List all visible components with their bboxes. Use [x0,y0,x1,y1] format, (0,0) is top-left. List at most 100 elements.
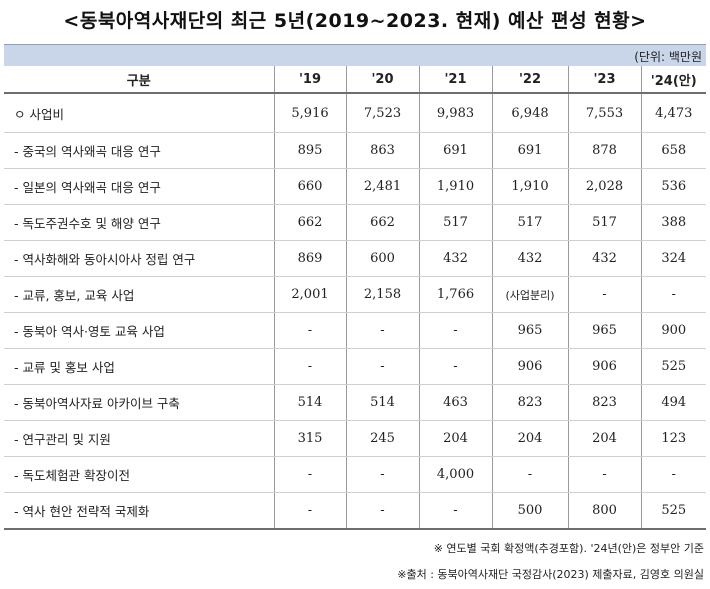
table-row: ㅇ 사업비 5,916 7,523 9,983 6,948 7,553 4,473 [4,93,706,133]
row-value: - [274,348,347,385]
row-value: 965 [492,312,569,349]
row-value: - [419,492,493,530]
row-value: 1,910 [419,168,493,205]
row-value: - [346,456,420,493]
row-value: 245 [346,420,420,457]
header-2021: '21 [419,66,493,94]
row-label: - 역사화해와 동아시아사 정립 연구 [4,240,275,277]
row-value: - [346,312,420,349]
row-value: 324 [641,240,706,277]
row-value: 525 [641,492,706,530]
row-value: - [641,276,706,313]
note-basis: ※ 연도별 국회 확정액(추경포함). '24년(안)은 정부안 기준 [433,542,704,555]
header-2022: '22 [492,66,569,94]
row-label: - 동북아역사자료 아카이브 구축 [4,384,275,421]
row-value: 4,000 [419,456,493,493]
table-row: - 독도체험관 확장이전 - -4,000- - - [4,456,706,493]
row-value: 432 [492,240,569,277]
unit-label: (단위: 백만원 [634,50,702,64]
row-value: 869 [274,240,347,277]
row-value: 494 [641,384,706,421]
row-value: 204 [419,420,493,457]
row-value: 463 [419,384,493,421]
table-row: - 역사화해와 동아시아사 정립 연구 869 600 432 432 432 324 [4,240,706,277]
row-value: 4,473 [641,93,706,133]
row-label: - 교류 및 홍보 사업 [4,348,275,385]
row-value: 800 [568,492,642,530]
row-label: - 교류, 홍보, 교육 사업 [4,276,275,313]
row-value: (사업분리) [492,276,569,313]
table-row: - 동북아 역사·영토 교육 사업 - - -965 965 900 [4,312,706,349]
row-value: 2,158 [346,276,420,313]
row-label: - 역사 현안 전략적 국제화 [4,492,275,530]
row-value: - [568,456,642,493]
row-value: 517 [419,204,493,241]
table-row: - 독도주권수호 및 해양 연구 662 662 517 517 517 388 [4,204,706,241]
row-value: 5,916 [274,93,347,133]
row-value: 517 [492,204,569,241]
row-value: 7,553 [568,93,642,133]
row-value: 600 [346,240,420,277]
row-value: 2,001 [274,276,347,313]
row-value: 204 [568,420,642,457]
row-value: 662 [346,204,420,241]
note-source: ※출처 : 동북아역사재단 국정감사(2023) 제출자료, 김영호 의원실 [397,568,704,581]
row-value: 691 [419,132,493,169]
row-value: - [492,456,569,493]
table-row: - 교류, 홍보, 교육 사업 2,001 2,158 1,766 (사업분리) - - [4,276,706,313]
row-label: - 중국의 역사왜곡 대응 연구 [4,132,275,169]
row-value: 823 [568,384,642,421]
header-category: 구분 [4,66,275,94]
row-value: 660 [274,168,347,205]
row-value: 536 [641,168,706,205]
row-value: 388 [641,204,706,241]
row-value: 823 [492,384,569,421]
row-label: - 연구관리 및 지원 [4,420,275,457]
row-value: - [568,276,642,313]
row-value: 9,983 [419,93,493,133]
unit-bar: (단위: 백만원 [4,44,706,67]
row-value: 123 [641,420,706,457]
row-value: 204 [492,420,569,457]
row-label: - 일본의 역사왜곡 대응 연구 [4,168,275,205]
row-value: - [419,312,493,349]
row-value: 6,948 [492,93,569,133]
row-value: 514 [346,384,420,421]
row-value: 662 [274,204,347,241]
row-value: 691 [492,132,569,169]
row-value: 906 [492,348,569,385]
row-label: - 독도체험관 확장이전 [4,456,275,493]
row-value: 7,523 [346,93,420,133]
row-value: 878 [568,132,642,169]
row-value: 1,910 [492,168,569,205]
row-value: 500 [492,492,569,530]
row-value: 900 [641,312,706,349]
row-value: 863 [346,132,420,169]
row-value: 2,481 [346,168,420,205]
row-value: - [274,492,347,530]
page-title: <동북아역사재단의 최근 5년(2019~2023. 현재) 예산 편성 현황> [63,10,647,32]
table-row: - 동북아역사자료 아카이브 구축 514 514 463 823 823 494 [4,384,706,421]
row-value: 1,766 [419,276,493,313]
header-2023: '23 [568,66,642,94]
row-value: 432 [568,240,642,277]
row-value: - [274,312,347,349]
row-value: 2,028 [568,168,642,205]
header-2020: '20 [346,66,420,94]
row-value: 315 [274,420,347,457]
header-2019: '19 [274,66,347,94]
table-row: - 일본의 역사왜곡 대응 연구 660 2,481 1,910 1,910 2,028 5… [4,168,706,205]
row-value: 517 [568,204,642,241]
table-row: - 역사 현안 전략적 국제화 - - -500 800 525 [4,492,706,530]
row-value: 658 [641,132,706,169]
row-value: 432 [419,240,493,277]
row-label: - 동북아 역사·영토 교육 사업 [4,312,275,349]
row-value: - [641,456,706,493]
budget-table: 구분 '19 '20 '21 '22 '23 '24(안) ㅇ 사업비 5,916… [4,66,706,530]
row-value: - [274,456,347,493]
row-value: - [346,492,420,530]
table-header-row: 구분 '19 '20 '21 '22 '23 '24(안) [4,66,706,94]
row-value: 965 [568,312,642,349]
row-label: ㅇ 사업비 [4,93,275,133]
row-label: - 독도주권수호 및 해양 연구 [4,204,275,241]
